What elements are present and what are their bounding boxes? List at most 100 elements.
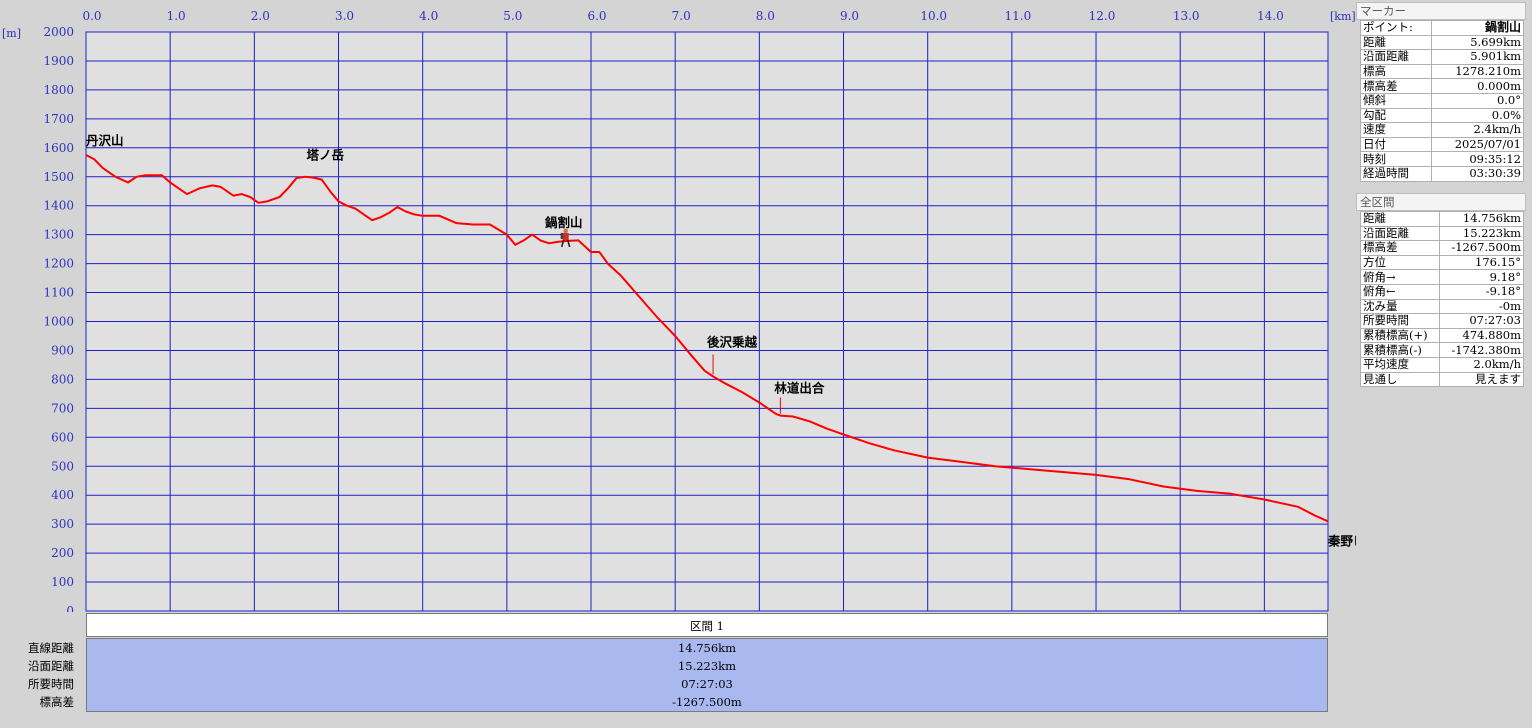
total-label: 標高差 bbox=[1360, 240, 1440, 256]
x-tick-label: 8.0 bbox=[756, 9, 775, 23]
waypoint-label: 後沢乗越 bbox=[707, 335, 758, 350]
x-tick-label: 11.0 bbox=[1005, 9, 1032, 23]
total-value: -1267.500m bbox=[1438, 240, 1525, 256]
marker-point-value: 鍋割山 bbox=[1430, 20, 1525, 36]
total-value: 176.15° bbox=[1438, 254, 1525, 271]
total-label: 距離 bbox=[1360, 211, 1440, 227]
hiker-marker-icon[interactable] bbox=[560, 228, 571, 248]
segment-header[interactable]: 区間 1 bbox=[86, 613, 1328, 637]
y-tick-label: 1400 bbox=[43, 199, 74, 213]
marker-value: 09:35:12 bbox=[1430, 151, 1525, 167]
total-label: 俯角← bbox=[1360, 283, 1440, 300]
y-tick-label: 1100 bbox=[43, 286, 74, 300]
marker-row: 標高 1278.210m bbox=[1360, 63, 1525, 80]
marker-value: 2025/07/01 bbox=[1430, 136, 1525, 153]
total-label: 累積標高(+) bbox=[1360, 327, 1440, 344]
y-tick-label: 300 bbox=[51, 517, 74, 531]
y-tick-label: 1700 bbox=[43, 112, 74, 126]
marker-panel: マーカー ポイント: 鍋割山 距離 5.699km 沿面距離 5.901km 標高 127… bbox=[1356, 2, 1526, 182]
x-tick-label: 4.0 bbox=[419, 9, 438, 23]
waypoint-label: 丹沢山 bbox=[86, 133, 124, 148]
segment-value: 15.223km bbox=[677, 659, 737, 673]
marker-row: 傾斜 0.0° bbox=[1360, 92, 1525, 109]
marker-row: 経過時間 03:30:39 bbox=[1360, 165, 1525, 182]
y-tick-label: 600 bbox=[51, 430, 74, 444]
total-row: 平均速度 2.0km/h bbox=[1360, 356, 1525, 373]
y-tick-label: 2000 bbox=[43, 25, 74, 39]
x-tick-label: 2.0 bbox=[251, 9, 270, 23]
x-unit-label: [km] bbox=[1330, 10, 1356, 23]
marker-label: 時刻 bbox=[1360, 151, 1432, 167]
total-label: 所要時間 bbox=[1360, 313, 1440, 329]
marker-row: 日付 2025/07/01 bbox=[1360, 136, 1525, 153]
marker-value: 0.0% bbox=[1430, 107, 1525, 124]
marker-label: 沿面距離 bbox=[1360, 49, 1432, 65]
total-label: 方位 bbox=[1360, 254, 1440, 271]
x-tick-label: 6.0 bbox=[587, 9, 606, 23]
marker-value: 0.000m bbox=[1430, 78, 1525, 94]
x-tick-label: 12.0 bbox=[1089, 9, 1116, 23]
total-value: -9.18° bbox=[1438, 283, 1525, 300]
waypoint-labels: 丹沢山塔ノ岳鍋割山後沢乗越林道出合秦野ビジターセンター bbox=[86, 133, 1356, 548]
waypoint-label: 林道出合 bbox=[774, 381, 825, 396]
segment-value: 14.756km bbox=[677, 641, 737, 655]
grid-lines bbox=[86, 32, 1328, 611]
y-tick-label: 400 bbox=[51, 488, 74, 502]
total-row: 俯角→ 9.18° bbox=[1360, 269, 1525, 285]
total-row: 見通し 見えます bbox=[1360, 371, 1525, 388]
x-tick-label: 10.0 bbox=[920, 9, 947, 23]
y-axis-ticks: 2000190018001700160015001400130012001100… bbox=[43, 25, 74, 612]
x-axis-ticks: 0.0 1.0 2.0 3.0 4.0 5.0 6.0 7.0 8.0 9.0 10.0 11.0 12… bbox=[82, 9, 1283, 23]
elevation-line bbox=[85, 154, 1329, 523]
total-row: 距離 14.756km bbox=[1360, 211, 1525, 227]
x-tick-label: 1.0 bbox=[167, 9, 186, 23]
marker-value: 5.699km bbox=[1430, 34, 1525, 51]
marker-value: 5.901km bbox=[1430, 49, 1525, 65]
segment-label: 沿面距離 bbox=[28, 659, 74, 673]
total-value: 474.880m bbox=[1438, 327, 1525, 344]
x-tick-label: 3.0 bbox=[335, 9, 354, 23]
total-panel-title: 全区間 bbox=[1356, 193, 1526, 211]
total-label: 平均速度 bbox=[1360, 356, 1440, 373]
total-label: 累積標高(-) bbox=[1360, 342, 1440, 358]
total-value: 9.18° bbox=[1438, 269, 1525, 285]
total-row: 俯角← -9.18° bbox=[1360, 283, 1525, 300]
y-tick-label: 1000 bbox=[43, 315, 74, 329]
total-row: 沿面距離 15.223km bbox=[1360, 225, 1525, 242]
total-row: 所要時間 07:27:03 bbox=[1360, 313, 1525, 329]
total-value: 見えます bbox=[1438, 371, 1525, 388]
marker-table: ポイント: 鍋割山 距離 5.699km 沿面距離 5.901km 標高 1278.210… bbox=[1360, 20, 1525, 182]
total-row: 標高差 -1267.500m bbox=[1360, 240, 1525, 256]
marker-row: 沿面距離 5.901km bbox=[1360, 49, 1525, 65]
marker-row-point: ポイント: 鍋割山 bbox=[1360, 20, 1525, 36]
marker-label: 日付 bbox=[1360, 136, 1432, 153]
segment-value: -1267.500m bbox=[672, 695, 742, 709]
total-label: 見通し bbox=[1360, 371, 1440, 388]
total-panel: 全区間 距離 14.756km 沿面距離 15.223km 標高差 -1267.500m 方… bbox=[1356, 193, 1526, 388]
x-tick-label: 5.0 bbox=[503, 9, 522, 23]
segment-value: 07:27:03 bbox=[681, 677, 733, 691]
segment-label: 所要時間 bbox=[28, 677, 74, 691]
y-tick-label: 1800 bbox=[43, 83, 74, 97]
y-unit-label: [m] bbox=[2, 27, 21, 40]
marker-label: 経過時間 bbox=[1360, 165, 1432, 182]
marker-row: 速度 2.4km/h bbox=[1360, 122, 1525, 138]
x-tick-label: 0.0 bbox=[82, 9, 101, 23]
total-row: 方位 176.15° bbox=[1360, 254, 1525, 271]
x-tick-label: 7.0 bbox=[672, 9, 691, 23]
marker-label: 標高差 bbox=[1360, 78, 1432, 94]
y-tick-label: 500 bbox=[51, 459, 74, 473]
total-value: 2.0km/h bbox=[1438, 356, 1525, 373]
marker-row: 時刻 09:35:12 bbox=[1360, 151, 1525, 167]
segment-label: 直線距離 bbox=[28, 641, 74, 655]
marker-label: 標高 bbox=[1360, 63, 1432, 80]
marker-row: 標高差 0.000m bbox=[1360, 78, 1525, 94]
y-tick-label: 1600 bbox=[43, 141, 74, 155]
elevation-profile-chart[interactable]: 0.0 1.0 2.0 3.0 4.0 5.0 6.0 7.0 8.0 9.0 10.0 11.0 12… bbox=[0, 0, 1356, 612]
waypoint-label: 塔ノ岳 bbox=[306, 148, 344, 163]
y-tick-label: 700 bbox=[51, 401, 74, 415]
total-label: 沿面距離 bbox=[1360, 225, 1440, 242]
marker-value: 1278.210m bbox=[1430, 63, 1525, 80]
marker-value: 0.0° bbox=[1430, 92, 1525, 109]
total-value: -1742.380m bbox=[1438, 342, 1525, 358]
